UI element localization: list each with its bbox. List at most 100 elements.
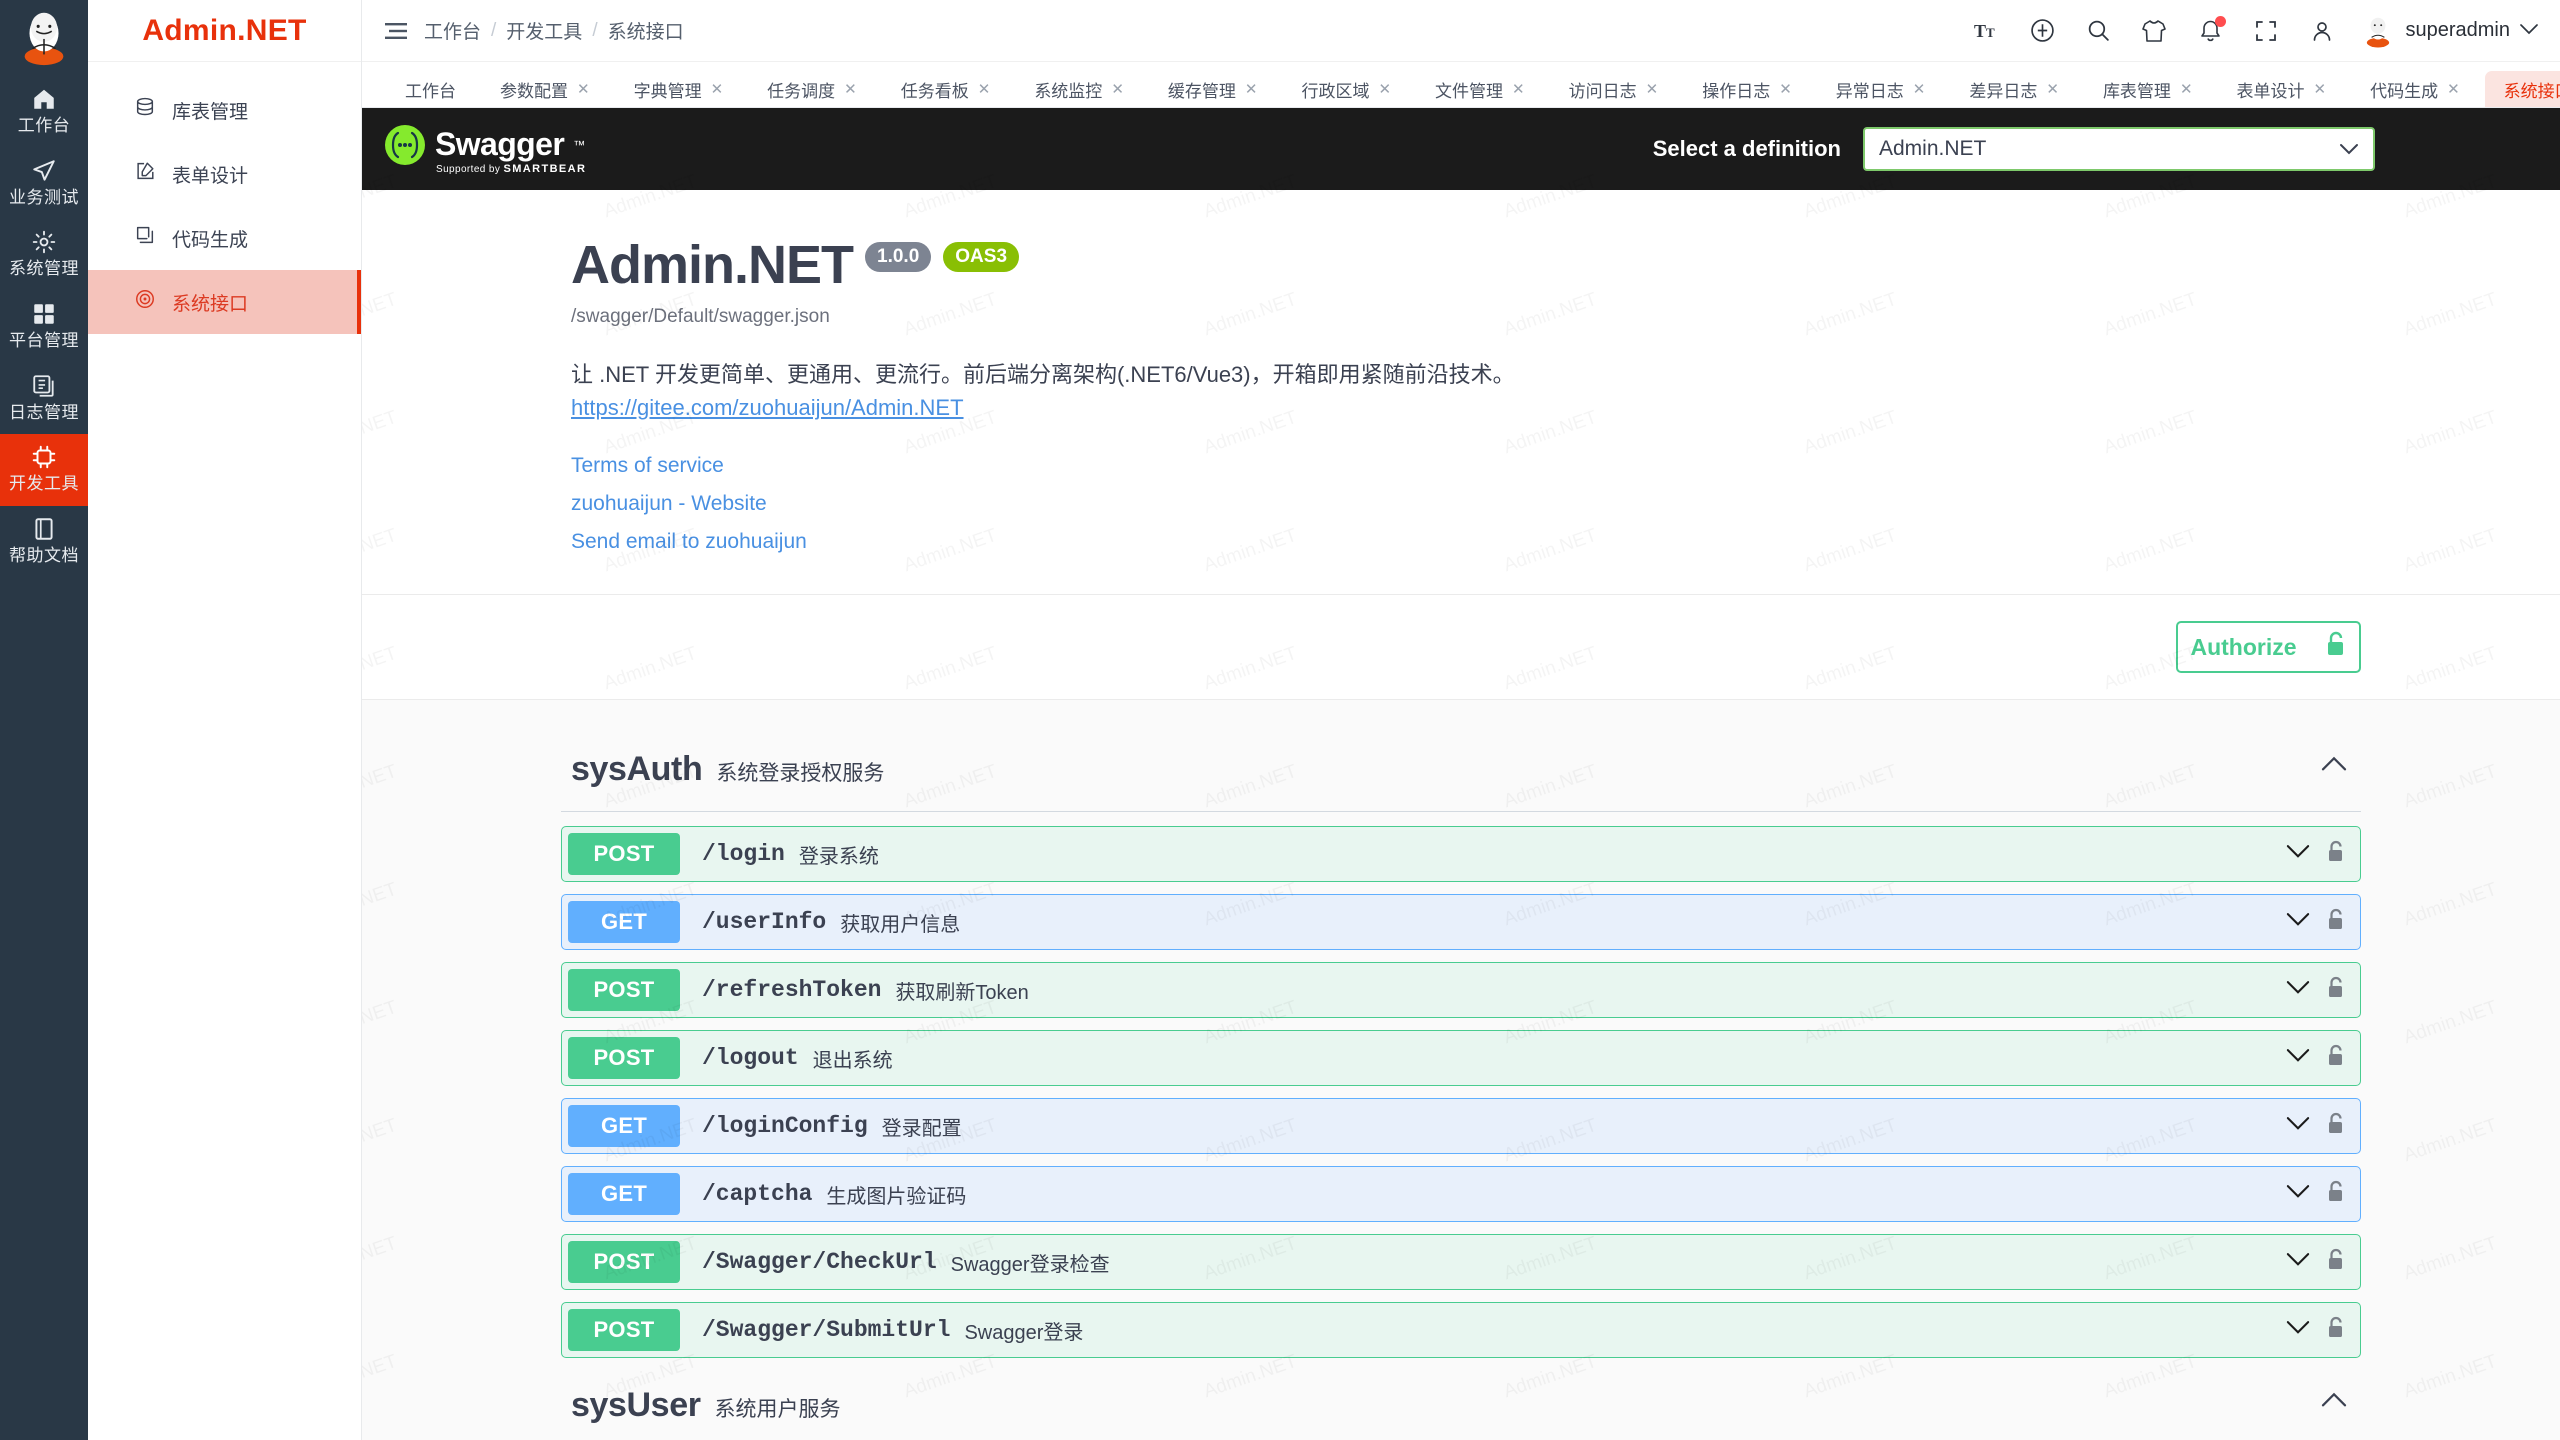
chevron-down-icon[interactable]	[2286, 844, 2310, 863]
tab-label: 代码生成	[2370, 81, 2439, 101]
account-icon[interactable]	[2309, 18, 2335, 44]
hamburger-icon[interactable]	[374, 22, 418, 40]
authorize-button[interactable]: Authorize	[2176, 621, 2361, 673]
close-icon[interactable]: ✕	[2046, 80, 2059, 98]
chevron-down-icon[interactable]	[2286, 980, 2310, 999]
unlock-icon[interactable]	[2326, 1316, 2346, 1345]
tab-11[interactable]: 操作日志 ✕	[1683, 71, 1811, 107]
sidebar-item-4[interactable]: 系统接口	[88, 270, 361, 334]
close-icon[interactable]: ✕	[1912, 80, 1926, 98]
tab-3[interactable]: 字典管理 ✕	[615, 71, 743, 107]
chevron-up-icon[interactable]	[2321, 1392, 2347, 1413]
rail-item-7[interactable]: 帮助文档	[0, 506, 88, 578]
tab-14[interactable]: 库表管理 ✕	[2084, 71, 2212, 107]
api-description-link[interactable]: https://gitee.com/zuohuaijun/Admin.NET	[571, 395, 964, 420]
close-icon[interactable]: ✕	[1111, 80, 1124, 98]
operation-row[interactable]: POST /login 登录系统	[561, 826, 2361, 882]
user-menu[interactable]: superadmin	[2361, 14, 2538, 48]
tab-6[interactable]: 系统监控 ✕	[1015, 71, 1143, 107]
close-icon[interactable]: ✕	[710, 80, 724, 98]
tab-5[interactable]: 任务看板 ✕	[882, 71, 1010, 107]
close-icon[interactable]: ✕	[1244, 80, 1258, 98]
operation-controls	[2286, 840, 2360, 869]
close-icon[interactable]: ✕	[2313, 80, 2327, 98]
info-link-3[interactable]: Send email to zuohuaijun	[571, 530, 807, 553]
info-link-2[interactable]: zuohuaijun - Website	[571, 492, 767, 515]
close-icon[interactable]: ✕	[844, 80, 857, 98]
chevron-down-icon[interactable]	[2286, 1048, 2310, 1067]
close-icon[interactable]: ✕	[977, 80, 991, 98]
unlock-icon[interactable]	[2326, 1044, 2346, 1073]
tab-2[interactable]: 参数配置 ✕	[481, 71, 609, 107]
operation-row[interactable]: POST /Swagger/SubmitUrl Swagger登录	[561, 1302, 2361, 1358]
chevron-down-icon[interactable]	[2286, 1320, 2310, 1339]
info-link-1[interactable]: Terms of service	[571, 454, 724, 477]
definition-select[interactable]: Admin.NET	[1863, 127, 2375, 171]
tab-13[interactable]: 差异日志 ✕	[1950, 71, 2078, 107]
unlock-icon[interactable]	[2326, 1112, 2346, 1141]
chevron-down-icon[interactable]	[2286, 1116, 2310, 1135]
operation-row[interactable]: GET /loginConfig 登录配置	[561, 1098, 2361, 1154]
rail-item-4[interactable]: 平台管理	[0, 291, 88, 363]
chevron-down-icon[interactable]	[2286, 1184, 2310, 1203]
tab-7[interactable]: 缓存管理 ✕	[1149, 71, 1277, 107]
rail-item-2[interactable]: 业务测试	[0, 148, 88, 220]
unlock-icon[interactable]	[2326, 1180, 2346, 1209]
spec-url[interactable]: /swagger/Default/swagger.json	[571, 306, 830, 327]
notification-bell-icon[interactable]	[2197, 15, 2227, 44]
tab-bar: 工作台 参数配置 ✕ 字典管理 ✕ 任务调度 ✕ 任务看板 ✕ 系统监控 ✕ 缓存管理 ✕ 行政区域 ✕ 文件…	[362, 62, 2560, 108]
search-icon[interactable]	[2085, 18, 2111, 44]
close-icon[interactable]: ✕	[2447, 80, 2460, 98]
unlock-icon[interactable]	[2326, 908, 2346, 937]
tab-label: 行政区域	[1301, 81, 1370, 101]
sidebar-item-3[interactable]: 代码生成	[88, 206, 361, 270]
tab-15[interactable]: 表单设计 ✕	[2218, 71, 2346, 107]
tag-header-sysUser[interactable]: sysUser 系统用户服务	[561, 1370, 2361, 1440]
unlock-icon[interactable]	[2326, 840, 2346, 869]
operation-row[interactable]: POST /logout 退出系统	[561, 1030, 2361, 1086]
rail-item-1[interactable]: 工作台	[0, 76, 88, 148]
close-icon[interactable]: ✕	[2179, 80, 2193, 98]
swagger-logo[interactable]: Swagger ™ Supported by SMARTBEAR	[384, 124, 586, 175]
rail-item-5[interactable]: 日志管理	[0, 363, 88, 435]
tab-8[interactable]: 行政区域 ✕	[1282, 71, 1410, 107]
rail-item-label: 工作台	[17, 116, 71, 135]
tab-9[interactable]: 文件管理 ✕	[1416, 71, 1544, 107]
sidebar-item-2[interactable]: 表单设计	[88, 142, 361, 206]
tab-17[interactable]: 系统接口✕	[2484, 71, 2560, 107]
tab-10[interactable]: 访问日志 ✕	[1550, 71, 1678, 107]
rail-item-3[interactable]: 系统管理	[0, 219, 88, 291]
definition-select-value: Admin.NET	[1879, 137, 1987, 160]
http-verb-badge: POST	[568, 1309, 680, 1351]
breadcrumb-item-1[interactable]: 工作台	[424, 22, 482, 43]
language-icon[interactable]	[2029, 18, 2055, 44]
brand-title: Admin.NET	[88, 0, 361, 62]
chevron-down-icon[interactable]	[2286, 1252, 2310, 1271]
sidebar-item-1[interactable]: 库表管理	[88, 78, 361, 142]
chevron-up-icon[interactable]	[2321, 756, 2347, 777]
tab-16[interactable]: 代码生成 ✕	[2351, 71, 2479, 107]
rail-item-6[interactable]: 开发工具	[0, 434, 88, 507]
operation-row[interactable]: GET /captcha 生成图片验证码	[561, 1166, 2361, 1222]
tag-header-sysAuth[interactable]: sysAuth 系统登录授权服务	[561, 734, 2361, 812]
tab-12[interactable]: 异常日志 ✕	[1817, 71, 1945, 107]
theme-shirt-icon[interactable]	[2141, 18, 2167, 44]
operation-row[interactable]: POST /Swagger/CheckUrl Swagger登录检查	[561, 1234, 2361, 1290]
close-icon[interactable]: ✕	[1512, 80, 1525, 98]
operation-row[interactable]: GET /userInfo 获取用户信息	[561, 894, 2361, 950]
close-icon[interactable]: ✕	[1779, 80, 1792, 98]
tab-4[interactable]: 任务调度 ✕	[748, 71, 876, 107]
operation-row[interactable]: POST /refreshToken 获取刷新Token	[561, 962, 2361, 1018]
chevron-down-icon[interactable]	[2286, 912, 2310, 931]
unlock-icon[interactable]	[2326, 976, 2346, 1005]
chevron-down-icon[interactable]	[2520, 22, 2538, 40]
fullscreen-icon[interactable]	[2253, 18, 2279, 44]
tab-1[interactable]: 工作台	[386, 71, 475, 107]
close-icon[interactable]: ✕	[1378, 80, 1392, 98]
breadcrumb-item-2[interactable]: 开发工具	[506, 22, 583, 43]
unlock-icon[interactable]	[2326, 1248, 2346, 1277]
close-icon[interactable]: ✕	[1645, 80, 1659, 98]
breadcrumb-item-3[interactable]: 系统接口	[607, 22, 684, 43]
close-icon[interactable]: ✕	[577, 80, 590, 98]
